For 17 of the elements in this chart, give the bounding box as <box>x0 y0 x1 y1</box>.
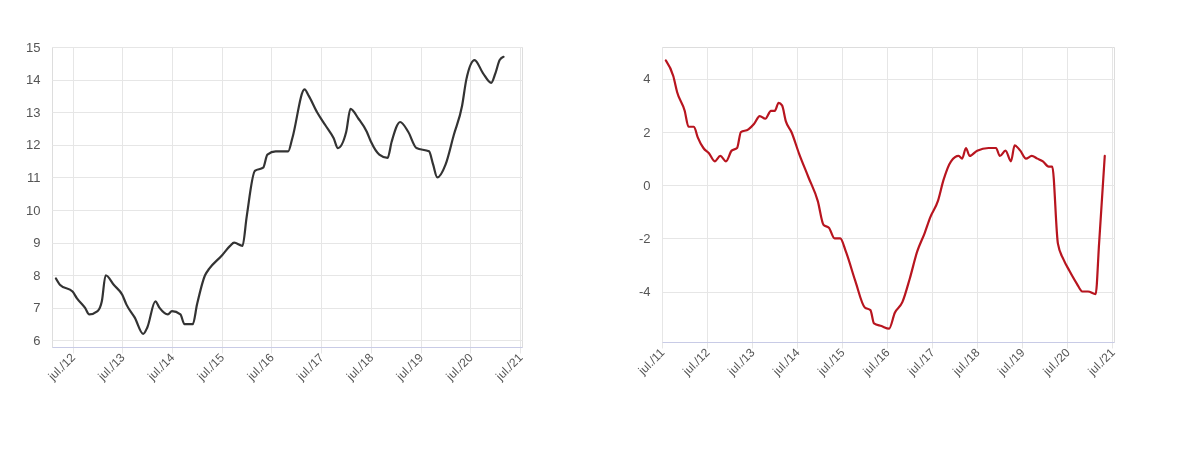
y-tick-label: 7 <box>33 300 41 316</box>
y-tick-label: 10 <box>26 202 41 218</box>
y-tick-label: 14 <box>26 72 41 88</box>
line-series <box>664 59 1106 330</box>
y-tick-label: 2 <box>643 124 651 140</box>
y-tick-label: 11 <box>27 169 41 185</box>
y-tick-label: 12 <box>26 137 41 153</box>
y-tick-label: 9 <box>33 235 41 251</box>
y-tick-label: 4 <box>643 71 651 87</box>
y-tick-label: -2 <box>638 230 651 246</box>
y-tick-label: 8 <box>33 267 41 283</box>
y-tick-label: 15 <box>26 39 41 55</box>
y-tick-label: -4 <box>638 284 651 299</box>
y-tick-label: 13 <box>26 104 41 120</box>
y-tick-label: 6 <box>33 332 41 348</box>
y-tick-label: 0 <box>643 177 651 193</box>
line-series <box>54 55 505 336</box>
